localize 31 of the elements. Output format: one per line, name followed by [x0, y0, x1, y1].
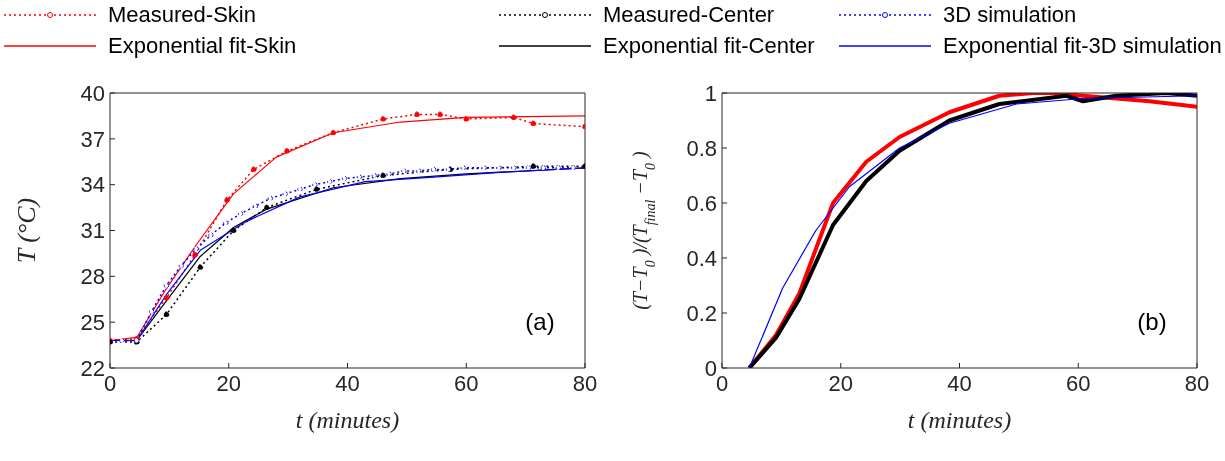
- x-tick-label: 20: [828, 370, 853, 396]
- y-tick-label: 37: [80, 126, 105, 152]
- y-tick-label: 0.8: [686, 135, 717, 161]
- legend-label: Exponential fit-Center: [603, 33, 815, 59]
- y-tick-label: 28: [80, 264, 105, 290]
- y-tick-label: 0.4: [686, 245, 717, 271]
- legend-label: 3D simulation: [943, 2, 1077, 28]
- legend-label: Measured-Center: [603, 2, 775, 28]
- y-tick-label: 0.2: [686, 300, 717, 326]
- annotation: (a): [525, 308, 555, 335]
- x-axis-title: t (minutes): [295, 407, 400, 433]
- x-tick-label: 60: [454, 370, 479, 396]
- legend-label: Exponential fit-3D simulation: [943, 33, 1222, 59]
- y-axis-title: T (°C): [12, 197, 41, 264]
- legend-label: Exponential fit-Skin: [108, 33, 297, 59]
- y-tick-label: 25: [80, 309, 105, 335]
- x-tick-label: 80: [572, 370, 598, 396]
- annotation: (b): [1137, 308, 1167, 335]
- y-tick-label: 22: [80, 355, 105, 381]
- x-tick-label: 40: [947, 370, 972, 396]
- y-tick-label: 1: [704, 80, 717, 106]
- y-tick-label: 0.6: [686, 190, 717, 216]
- y-tick-label: 40: [80, 80, 105, 106]
- y-tick-label: 34: [80, 172, 105, 198]
- x-tick-label: 20: [216, 370, 241, 396]
- x-tick-label: 40: [335, 370, 360, 396]
- x-tick-label: 80: [1184, 370, 1210, 396]
- x-tick-label: 60: [1066, 370, 1091, 396]
- x-axis-title: t (minutes): [907, 407, 1012, 433]
- legend-label: Measured-Skin: [108, 2, 256, 28]
- y-tick-label: 31: [80, 218, 105, 244]
